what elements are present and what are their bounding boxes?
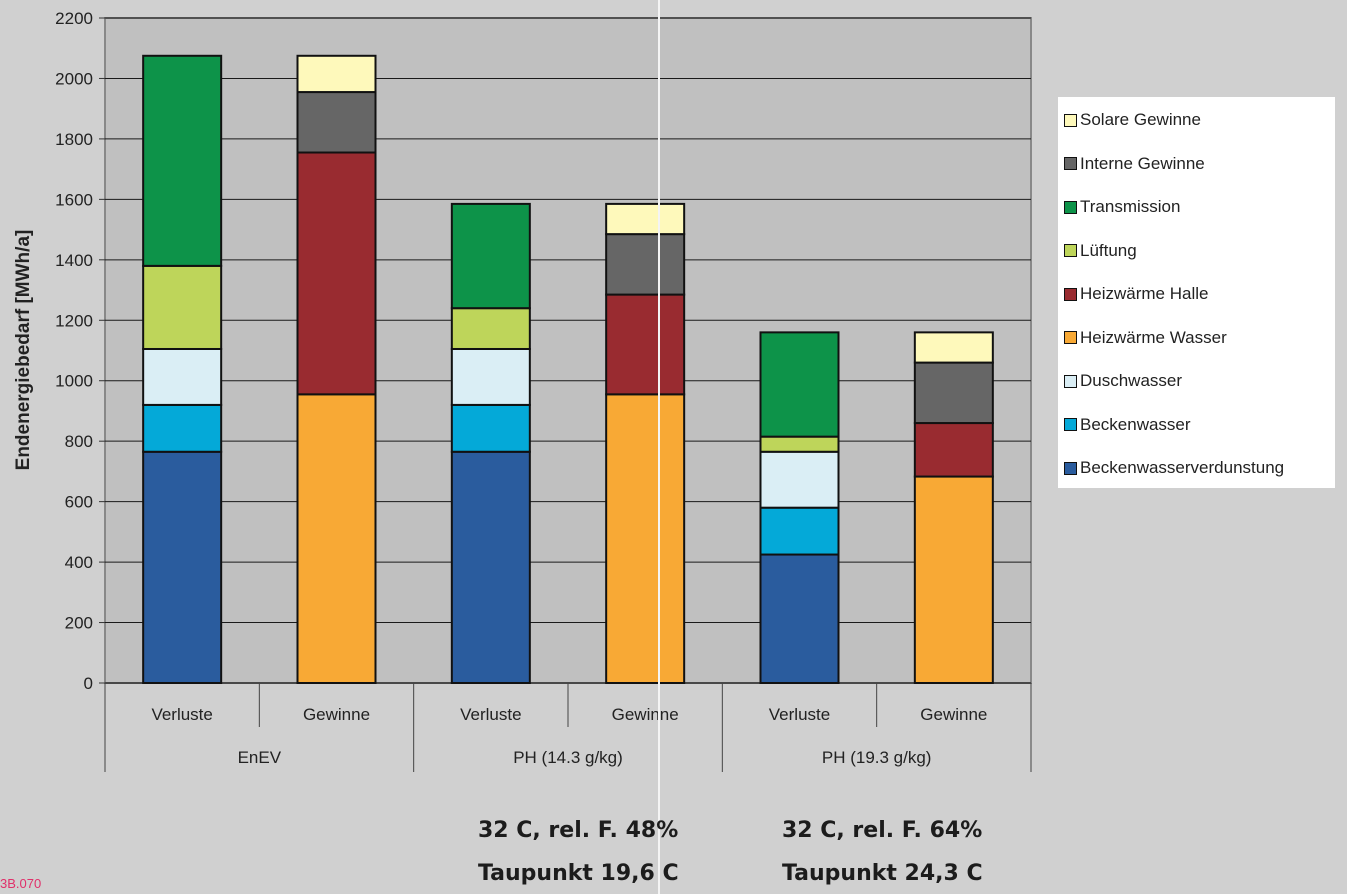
y-tick-label: 2200 [55, 9, 93, 28]
legend-label: Duschwasser [1080, 371, 1183, 390]
legend-swatch [1064, 157, 1077, 170]
y-tick-label: 800 [65, 432, 93, 451]
plot-area [104, 17, 1032, 684]
bar-segment-heizw-rme-halle [605, 293, 686, 396]
bar-segment-interne-gewinne [913, 361, 994, 425]
bar-segment-heizw-rme-wasser [605, 393, 686, 684]
legend-label: Interne Gewinne [1080, 153, 1205, 173]
y-tick-label: 1400 [55, 251, 93, 270]
y-tick-label: 0 [84, 674, 93, 693]
bar-segment-l-ftung [142, 264, 223, 350]
legend-swatch [1064, 331, 1077, 344]
y-axis-label: Endenergiebedarf [MWh/a] [13, 230, 34, 471]
note-ph193-line1: 32 C, rel. F. 64% [782, 818, 983, 843]
bar-segment-beckenwasser [450, 403, 531, 453]
y-tick-label: 1000 [55, 372, 93, 391]
legend: Solare Gewinne Interne Gewinne Transmissio… [1058, 97, 1335, 488]
legend-item: Beckenwasser [1064, 414, 1191, 436]
x-category-label: Verluste [151, 705, 212, 724]
bar-segment-heizw-rme-halle [913, 422, 994, 478]
bar-segment-transmission [759, 331, 840, 438]
legend-item: Lüftung [1064, 240, 1137, 262]
y-tick-label: 1800 [55, 130, 93, 149]
legend-swatch [1064, 287, 1077, 301]
bar-segment-beckenwasserverdunstung [142, 450, 223, 684]
x-category-label: Gewinne [920, 705, 987, 724]
legend-swatch [1064, 418, 1077, 431]
legend-swatch [1064, 374, 1077, 388]
bar-segment-beckenwasser [759, 506, 840, 556]
bar-segment-interne-gewinne [296, 91, 377, 154]
bar-segment-transmission [142, 54, 223, 267]
bar-segment-l-ftung [450, 307, 531, 350]
x-group-label: EnEV [238, 748, 282, 767]
legend-label: Solare Gewinne [1080, 110, 1201, 129]
bar-segment-duschwasser [450, 347, 531, 406]
legend-item: Heizwärme Halle [1064, 283, 1208, 305]
legend-swatch [1064, 244, 1077, 257]
note-ph193-line2: Taupunkt 24,3 C [782, 861, 983, 886]
x-axis: Verluste Gewinne Verluste Gewinne Verluste Ge… [104, 683, 1032, 772]
note-ph143-line2: Taupunkt 19,6 C [478, 861, 679, 886]
y-tick-label: 2000 [55, 69, 93, 88]
x-category-label: Gewinne [303, 705, 370, 724]
legend-label: Heizwärme Wasser [1080, 327, 1227, 347]
bar-segment-solare-gewinne [913, 331, 994, 364]
bar-segment-duschwasser [759, 450, 840, 509]
bar-segment-l-ftung [759, 435, 840, 453]
legend-swatch [1064, 113, 1077, 127]
bar-segment-transmission [450, 202, 531, 310]
legend-item: Solare Gewinne [1064, 109, 1201, 131]
bar-segment-beckenwasserverdunstung [450, 450, 531, 684]
bar-segment-solare-gewinne [296, 54, 377, 94]
bar-segment-heizw-rme-wasser [296, 393, 377, 684]
bar-segment-duschwasser [142, 347, 223, 406]
legend-item: Duschwasser [1064, 370, 1182, 392]
y-tick-label: 600 [65, 493, 93, 512]
x-category-label: Verluste [769, 705, 830, 724]
legend-label: Transmission [1080, 197, 1181, 216]
bar-segment-solare-gewinne [605, 202, 686, 236]
legend-item: Beckenwasserverdunstung [1064, 457, 1284, 479]
bar-segment-beckenwasserverdunstung [759, 553, 840, 685]
x-group-label: PH (14.3 g/kg) [513, 748, 623, 767]
note-ph143-line1: 32 C, rel. F. 48% [478, 818, 679, 843]
legend-swatch [1064, 200, 1077, 214]
bar-segment-heizw-rme-halle [296, 151, 377, 396]
bar-segment-heizw-rme-wasser [913, 475, 994, 684]
bar-segment-beckenwasser [142, 403, 223, 453]
y-tick-label: 1200 [55, 311, 93, 330]
y-tick-label: 1600 [55, 190, 93, 209]
legend-label: Beckenwasserverdunstung [1080, 458, 1285, 477]
bars [142, 54, 994, 685]
y-tick-label: 200 [65, 614, 93, 633]
gridlines [105, 17, 1031, 624]
x-group-label: PH (19.3 g/kg) [822, 748, 932, 767]
legend-item: Transmission [1064, 196, 1180, 218]
legend-label: Beckenwasser [1080, 414, 1191, 434]
legend-label: Heizwärme Halle [1080, 284, 1209, 303]
legend-item: Heizwärme Wasser [1064, 327, 1227, 349]
legend-item: Interne Gewinne [1064, 153, 1205, 175]
x-category-label: Verluste [460, 705, 521, 724]
y-tick-label: 400 [65, 553, 93, 572]
footer-code: 3B.070 [0, 876, 42, 891]
legend-label: Lüftung [1080, 240, 1137, 260]
bar-segment-interne-gewinne [605, 233, 686, 296]
legend-swatch [1064, 461, 1077, 475]
x-category-label: Gewinne [612, 705, 679, 724]
